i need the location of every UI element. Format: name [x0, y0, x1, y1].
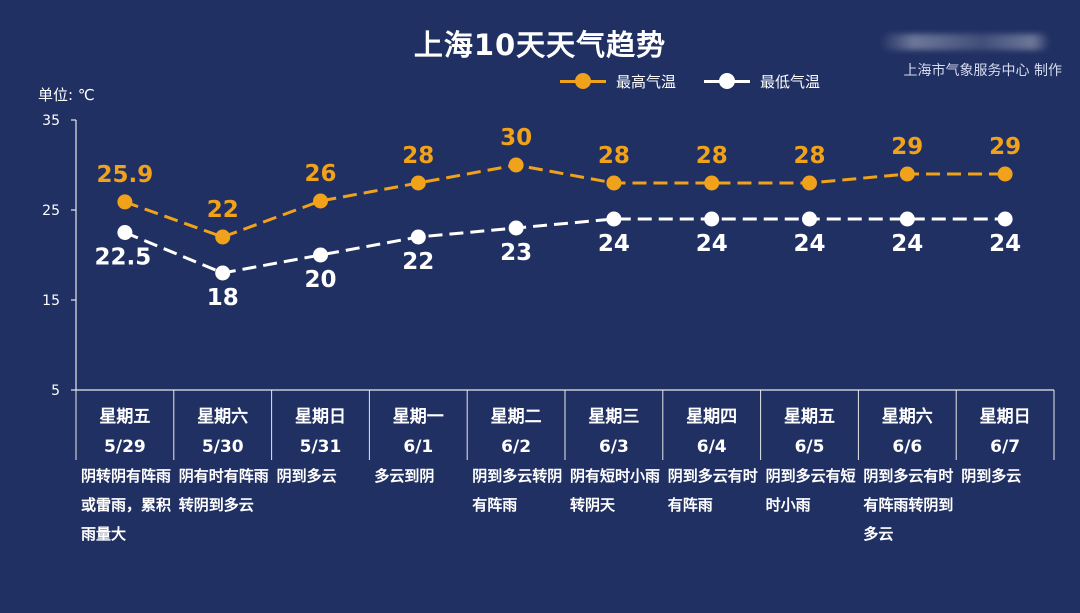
x-label-date: 5/30: [202, 437, 244, 457]
x-label-weekday: 星期五: [99, 407, 150, 427]
point-high: [410, 175, 426, 191]
series-line-high: [124, 163, 1006, 239]
data-label-high: 30: [500, 125, 532, 151]
weather-description: 阴到多云有短时小雨: [765, 467, 856, 514]
credit-text: 上海市气象服务中心 制作: [903, 63, 1062, 79]
series-line-low: [124, 217, 1006, 275]
x-label-date: 6/4: [697, 437, 727, 457]
y-tick-label: 15: [42, 293, 60, 309]
data-label-high: 28: [793, 143, 825, 169]
data-label-low: 22: [402, 249, 434, 275]
data-label-low: 24: [598, 231, 630, 257]
x-label-date: 6/7: [990, 437, 1020, 457]
data-label-low: 24: [793, 231, 825, 257]
data-label-low: 23: [500, 240, 532, 266]
data-label-high: 26: [304, 161, 336, 187]
data-label-low: 18: [207, 285, 239, 311]
x-label-date: 6/3: [599, 437, 629, 457]
legend-label-low: 最低气温: [760, 72, 821, 91]
data-label-high: 28: [598, 143, 630, 169]
point-high: [899, 166, 915, 182]
chart-title: 上海10天天气趋势: [413, 28, 667, 62]
x-label-date: 6/6: [892, 437, 922, 457]
point-high: [117, 194, 133, 210]
weather-description: 阴到多云: [961, 467, 1022, 485]
point-low: [899, 211, 915, 227]
legend-swatch-low-icon: [704, 73, 751, 89]
point-high: [606, 175, 622, 191]
data-label-low: 20: [304, 267, 336, 293]
y-tick-label: 5: [51, 383, 60, 399]
point-low: [215, 265, 231, 281]
weather-description: 阴有短时小雨转阴天: [570, 467, 661, 514]
point-high: [802, 175, 817, 191]
data-label-high: 25.9: [97, 162, 154, 188]
x-label-date: 5/31: [300, 437, 342, 457]
x-label-weekday: 星期日: [980, 407, 1031, 427]
legend: 最高气温 最低气温: [560, 70, 820, 92]
point-low: [802, 211, 817, 227]
weather-description: 阴转阴有阵雨或雷雨，累积雨量大: [81, 467, 172, 543]
data-label-low: 24: [696, 231, 728, 257]
point-low: [313, 247, 328, 263]
weather-description: 阴到多云: [276, 467, 337, 485]
x-label-date: 6/5: [795, 437, 825, 457]
point-low: [606, 211, 622, 227]
point-low: [997, 211, 1013, 227]
point-low: [117, 225, 133, 240]
weather-description: 阴到多云转阴有阵雨: [472, 467, 563, 514]
data-label-high: 28: [696, 143, 728, 169]
x-label-weekday: 星期一: [393, 407, 444, 427]
weather-description: 阴到多云有时有阵雨: [667, 467, 758, 514]
x-label-date: 5/29: [104, 437, 146, 457]
data-label-low: 22.5: [95, 245, 152, 271]
legend-item-high: 最高气温: [560, 71, 676, 92]
point-high: [704, 175, 720, 191]
y-tick-label: 25: [42, 203, 60, 219]
y-axis-unit-label: 单位: ℃: [38, 86, 95, 104]
point-high: [997, 166, 1013, 182]
weather-description: 多云到阴: [374, 467, 435, 485]
data-label-high: 29: [989, 134, 1021, 160]
x-label-weekday: 星期六: [197, 406, 248, 427]
x-label-weekday: 星期三: [588, 407, 639, 427]
point-high: [508, 157, 524, 173]
legend-item-low: 最低气温: [704, 71, 820, 92]
legend-label-high: 最高气温: [616, 72, 677, 91]
legend-swatch-high-icon: [560, 73, 606, 89]
data-label-low: 24: [989, 231, 1021, 257]
x-label-weekday: 星期二: [491, 407, 542, 427]
x-label-date: 6/2: [501, 437, 531, 457]
data-label-high: 29: [891, 134, 923, 160]
weather-description: 阴到多云有时有阵雨转阴到多云: [863, 467, 954, 543]
x-label-weekday: 星期四: [686, 407, 737, 427]
data-label-high: 22: [207, 197, 239, 223]
x-label-date: 6/1: [403, 437, 433, 457]
data-label-low: 24: [891, 231, 923, 257]
x-label-weekday: 星期日: [295, 407, 346, 427]
point-low: [704, 211, 720, 227]
point-low: [410, 229, 426, 245]
y-tick-label: 35: [42, 113, 60, 129]
weather-description: 阴有时有阵雨转阴到多云: [178, 467, 269, 514]
point-high: [215, 229, 231, 245]
data-label-high: 28: [402, 143, 434, 169]
x-label-weekday: 星期五: [784, 407, 835, 427]
watermark: [880, 34, 1050, 50]
x-label-weekday: 星期六: [882, 406, 933, 427]
point-high: [313, 193, 328, 209]
point-low: [508, 220, 524, 236]
